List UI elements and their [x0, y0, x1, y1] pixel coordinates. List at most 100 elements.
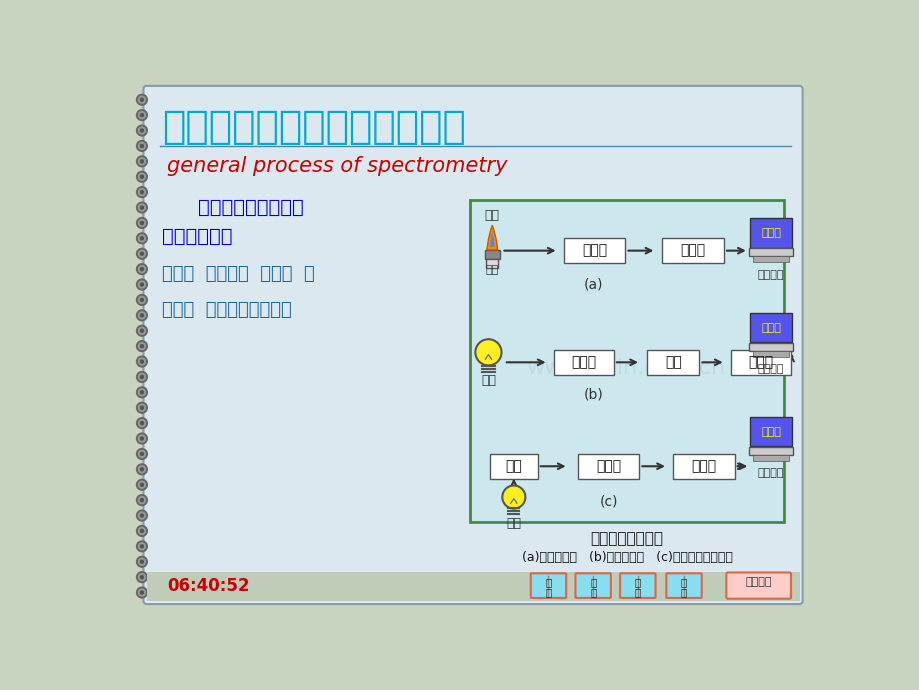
Circle shape	[136, 202, 147, 213]
Text: 末: 末	[680, 577, 686, 586]
Circle shape	[136, 356, 147, 367]
Text: 读出器件: 读出器件	[757, 469, 783, 478]
Text: www.zixin.com.cn: www.zixin.com.cn	[526, 357, 724, 377]
Circle shape	[475, 339, 501, 366]
Circle shape	[141, 221, 143, 224]
Circle shape	[136, 526, 147, 536]
Text: 光源: 光源	[481, 374, 495, 387]
Circle shape	[136, 587, 147, 598]
FancyBboxPatch shape	[753, 256, 788, 262]
Text: 检测器: 检测器	[691, 460, 716, 473]
FancyBboxPatch shape	[646, 350, 698, 375]
Circle shape	[141, 190, 143, 194]
FancyBboxPatch shape	[146, 572, 799, 601]
Circle shape	[139, 312, 145, 319]
Circle shape	[139, 558, 145, 565]
FancyBboxPatch shape	[749, 417, 791, 446]
Text: 单色器: 单色器	[582, 244, 607, 257]
Circle shape	[139, 451, 145, 457]
Circle shape	[139, 158, 145, 165]
Circle shape	[141, 375, 143, 379]
FancyBboxPatch shape	[619, 573, 655, 598]
Circle shape	[141, 329, 143, 333]
Circle shape	[136, 326, 147, 336]
Circle shape	[136, 464, 147, 475]
Circle shape	[141, 483, 143, 486]
Circle shape	[136, 495, 147, 506]
Text: 各类光谱仪部件图: 各类光谱仪部件图	[590, 531, 663, 546]
FancyBboxPatch shape	[749, 313, 791, 342]
Text: (c): (c)	[598, 495, 618, 509]
Circle shape	[141, 499, 143, 502]
FancyBboxPatch shape	[563, 238, 625, 263]
Circle shape	[141, 114, 143, 117]
FancyBboxPatch shape	[662, 238, 723, 263]
Text: general process of spectrometry: general process of spectrometry	[167, 156, 507, 176]
Circle shape	[139, 235, 145, 242]
FancyBboxPatch shape	[577, 454, 639, 479]
Circle shape	[139, 266, 145, 273]
Text: 光谱仪器通常包括五: 光谱仪器通常包括五	[198, 198, 303, 217]
Circle shape	[139, 281, 145, 288]
Text: 页: 页	[545, 586, 551, 597]
FancyBboxPatch shape	[749, 447, 792, 455]
Text: 测器；  显示与数据处理；: 测器； 显示与数据处理；	[162, 301, 291, 319]
Circle shape	[139, 250, 145, 257]
Circle shape	[141, 283, 143, 286]
Circle shape	[141, 514, 143, 517]
Circle shape	[141, 529, 143, 533]
Text: (a)发射光谱仪   (b)吸收光谱仪   (c)荧光和散射光谱仪: (a)发射光谱仪 (b)吸收光谱仪 (c)荧光和散射光谱仪	[521, 551, 732, 564]
Circle shape	[136, 279, 147, 290]
FancyBboxPatch shape	[726, 573, 790, 599]
Circle shape	[139, 327, 145, 334]
FancyBboxPatch shape	[673, 454, 734, 479]
Circle shape	[141, 545, 143, 548]
Circle shape	[141, 560, 143, 563]
Circle shape	[141, 314, 143, 317]
Circle shape	[141, 406, 143, 409]
Polygon shape	[490, 231, 494, 247]
Text: 样品: 样品	[505, 460, 522, 473]
Circle shape	[136, 510, 147, 521]
FancyBboxPatch shape	[749, 218, 791, 248]
Circle shape	[139, 373, 145, 380]
Circle shape	[141, 344, 143, 348]
Circle shape	[136, 310, 147, 321]
Text: 下: 下	[634, 586, 641, 597]
Circle shape	[141, 268, 143, 270]
FancyBboxPatch shape	[490, 454, 537, 479]
Circle shape	[139, 420, 145, 426]
Circle shape	[502, 486, 525, 509]
Circle shape	[136, 341, 147, 351]
Circle shape	[136, 572, 147, 582]
Circle shape	[136, 156, 147, 167]
Circle shape	[141, 437, 143, 440]
Circle shape	[141, 98, 143, 101]
FancyBboxPatch shape	[470, 200, 783, 522]
Circle shape	[136, 556, 147, 567]
FancyBboxPatch shape	[749, 248, 792, 256]
Circle shape	[139, 142, 145, 150]
Circle shape	[139, 127, 145, 134]
Circle shape	[136, 387, 147, 397]
Text: 检测器: 检测器	[748, 355, 773, 369]
Circle shape	[139, 512, 145, 519]
Circle shape	[139, 404, 145, 411]
Circle shape	[139, 219, 145, 226]
Circle shape	[136, 248, 147, 259]
Text: (b): (b)	[583, 388, 602, 402]
Circle shape	[139, 188, 145, 195]
Circle shape	[141, 144, 143, 148]
Circle shape	[136, 371, 147, 382]
FancyBboxPatch shape	[753, 455, 788, 461]
Text: 检测器: 检测器	[680, 244, 705, 257]
Circle shape	[136, 448, 147, 460]
Text: 光源: 光源	[505, 517, 521, 530]
Text: 一、光分析法仪器的基本流程: 一、光分析法仪器的基本流程	[162, 108, 465, 146]
Circle shape	[141, 237, 143, 240]
Text: 光源: 光源	[484, 209, 499, 221]
Circle shape	[136, 295, 147, 306]
Circle shape	[141, 468, 143, 471]
Circle shape	[141, 453, 143, 455]
Circle shape	[139, 297, 145, 304]
